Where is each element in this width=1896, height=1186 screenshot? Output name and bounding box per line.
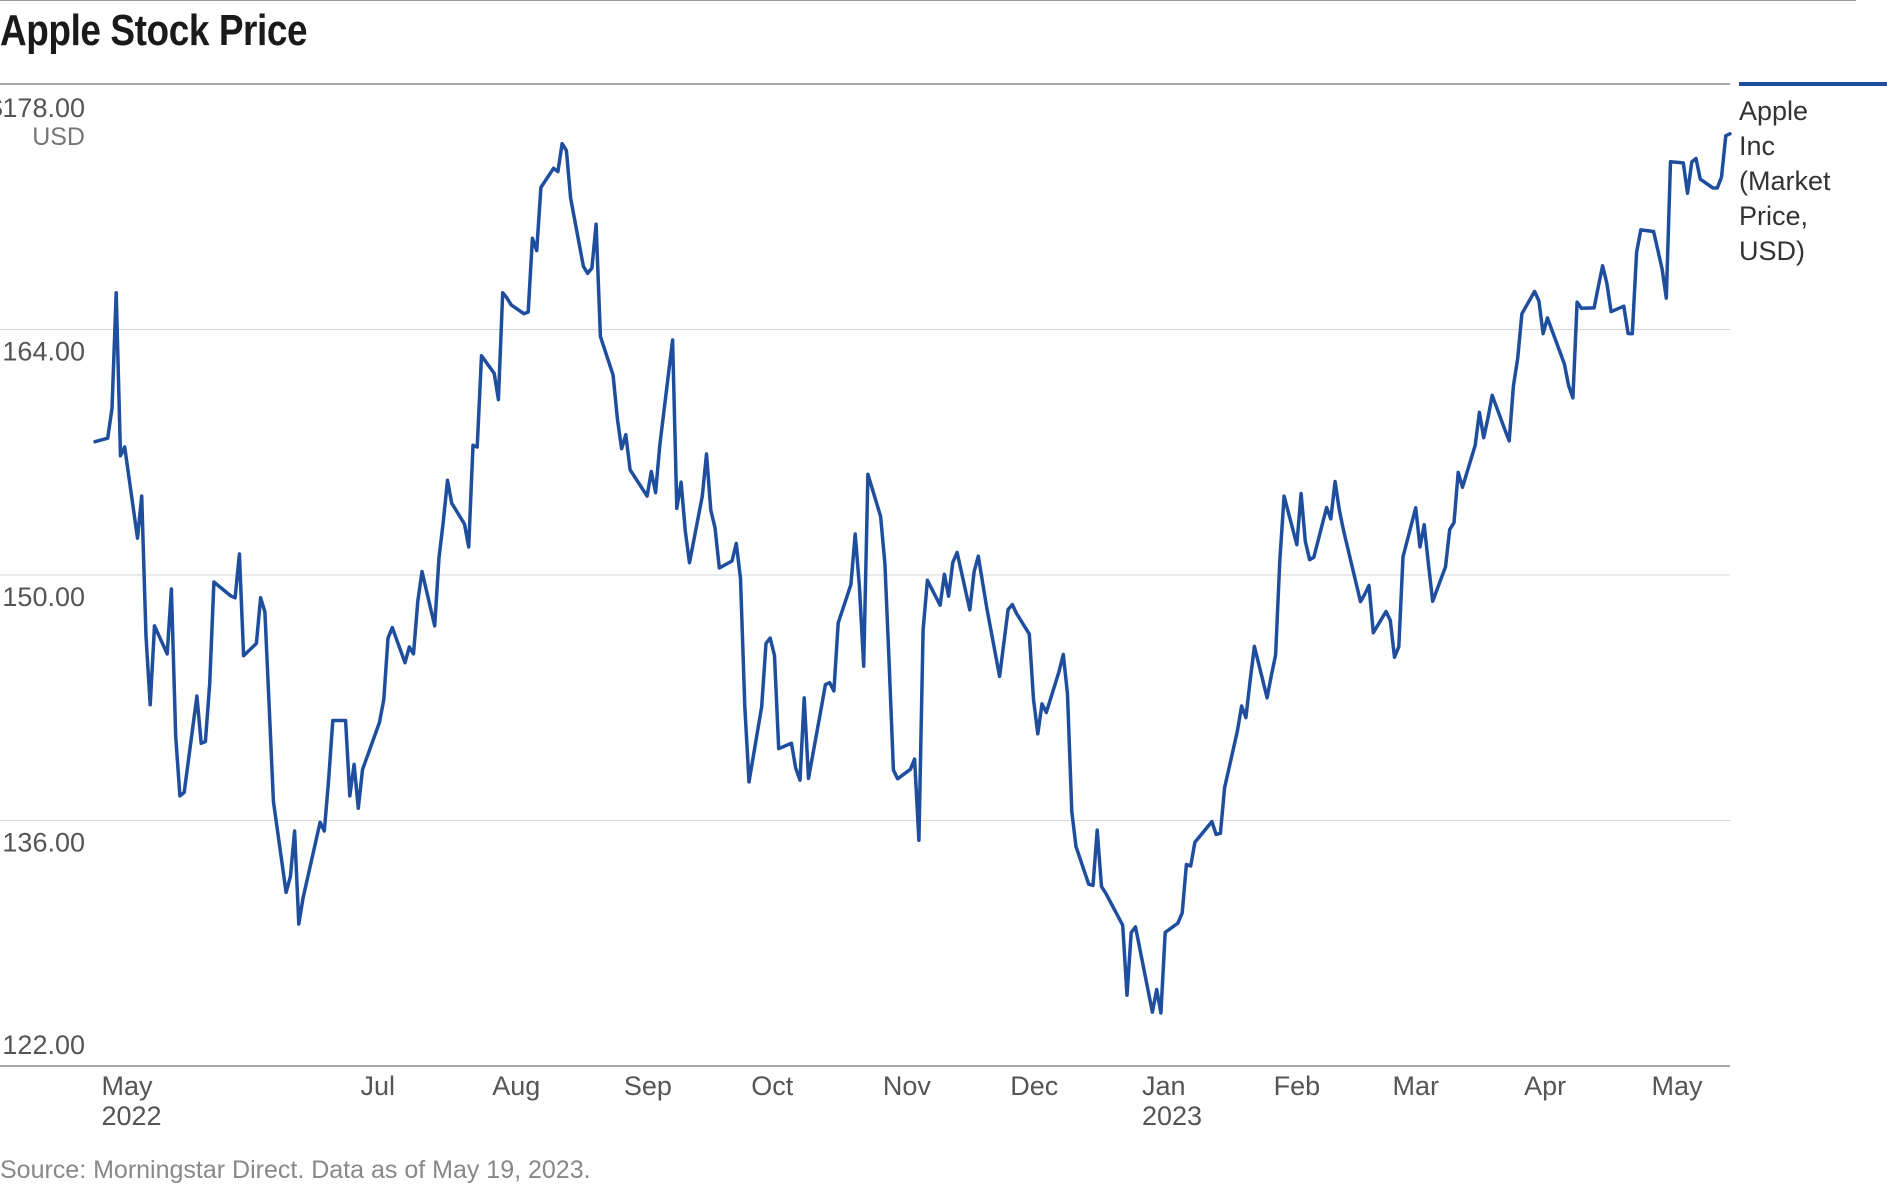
y-tick-label: 164.00 (2, 337, 85, 367)
y-tick-label: 122.00 (2, 1030, 85, 1060)
x-tick-label: Oct (751, 1071, 794, 1101)
y-tick-label: 136.00 (2, 828, 85, 858)
x-tick-label: Apr (1524, 1071, 1566, 1101)
y-tick-label: 150.00 (2, 582, 85, 612)
legend-series-label: Apple Inc (Market Price, USD) (1739, 96, 1831, 266)
x-tick-label: Aug (492, 1071, 540, 1101)
x-tick-sublabel: 2023 (1142, 1101, 1202, 1131)
legend-swatch (1739, 82, 1887, 86)
top-rule (0, 0, 1856, 1)
chart-title: Apple Stock Price (0, 6, 308, 55)
x-tick-label: Jul (361, 1071, 396, 1101)
source-note: Source: Morningstar Direct. Data as of M… (0, 1156, 591, 1184)
x-tick-label: Feb (1274, 1071, 1321, 1101)
x-tick-label: Sep (624, 1071, 672, 1101)
x-tick-label: Dec (1010, 1071, 1058, 1101)
x-tick-sublabel: 2022 (101, 1101, 161, 1131)
series-line (93, 132, 1732, 1015)
x-tick-label: May (101, 1071, 153, 1101)
y-axis: $178.00 164.00 150.00 136.00 122.00 (0, 93, 85, 1060)
x-tick-label: Jan (1142, 1071, 1186, 1101)
legend: Apple Inc (Market Price, USD) (1739, 82, 1889, 269)
y-tick-label: $178.00 (0, 93, 85, 123)
series-layer (93, 132, 1732, 1015)
x-tick-label: May (1652, 1071, 1704, 1101)
x-tick-label: Mar (1393, 1071, 1440, 1101)
y-axis-unit: USD (32, 123, 85, 151)
x-tick-label: Nov (883, 1071, 932, 1101)
